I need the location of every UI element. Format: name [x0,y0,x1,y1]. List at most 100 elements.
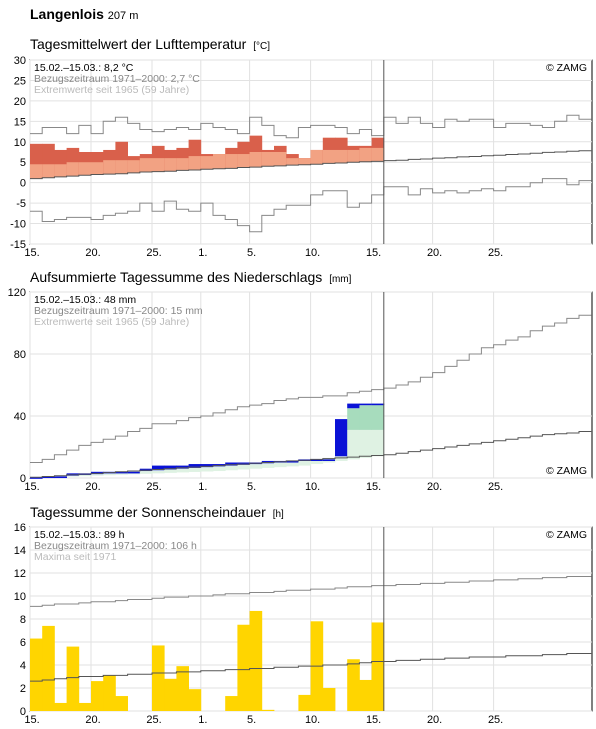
precipitation-band-inner [188,467,202,472]
temperature-min-extreme-line [30,178,592,233]
sunshine-legend-current: 15.02.–15.03.: 89 h [34,529,125,541]
sunshine-bar [225,696,238,711]
sunshine-max-line [30,576,592,607]
temperature-legend-reference: Bezugszeitraum 1971–2000: 2,7 °C [34,73,200,85]
temperature-y-tick-label: -5 [16,198,26,210]
sunshine-y-tick-label: 14 [14,545,26,557]
precipitation-band-inner [347,429,360,460]
precipitation-reference-mean-line [30,431,592,478]
sunshine-bar [347,659,360,711]
temperature-normal-band [176,158,189,171]
precipitation-current-bar [164,465,177,470]
precipitation-band-inner [200,467,214,472]
sunshine-unit: [h] [273,509,284,520]
precipitation-band-inner [225,465,238,471]
temperature-normal-band [115,160,128,174]
temperature-normal-band [188,156,202,170]
sunshine-x-tick-label: 15. [24,714,39,726]
temperature-normal-band [225,154,238,169]
temperature-normal-band [103,160,116,175]
sunshine-bar [249,610,263,711]
sunshine-legend-extremes: Maxima seit 1971 [34,551,116,563]
precipitation-x-tick-label: 20. [85,481,100,493]
precipitation-band-inner [249,464,263,469]
temperature-panel: Tagesmittelwert der Lufttemperatur [°C] … [10,36,593,259]
precipitation-current-bar [188,464,202,468]
temperature-x-tick-label: 15. [24,247,39,259]
sunshine-panel: Tagessumme der Sonnenscheindauer [h] 16 1… [14,504,593,726]
temperature-normal-band [139,158,153,173]
temperature-normal-band [200,156,214,170]
sunshine-bar [152,645,165,711]
temperature-normal-band [78,162,92,176]
temperature-normal-band [42,164,55,178]
precipitation-x-tick-label: 25. [146,481,161,493]
temperature-x-tick-label: 10. [305,247,320,259]
sunshine-bar [103,675,116,711]
temperature-y-tick-label: 0 [20,178,26,190]
sunshine-y-tick-label: 6 [20,637,26,649]
temperature-normal-band [359,147,372,162]
temperature-x-tick-label: 1. [198,247,207,259]
temperature-normal-band [261,152,275,167]
sunshine-bar [371,622,385,711]
sunshine-x-tick-label: 25. [146,714,161,726]
precipitation-band-inner [139,471,153,474]
precipitation-current-bar [359,403,372,406]
sunshine-bar [188,689,202,711]
station-elevation: 207 m [107,10,139,22]
sunshine-title: Tagessumme der Sonnenscheindauer [h] [30,504,284,520]
precipitation-legend-current: 15.02.–15.03.: 48 mm [34,294,136,306]
precipitation-y-tick-label: 0 [20,473,26,485]
precipitation-max-extreme-line [30,314,592,463]
precipitation-title: Aufsummierte Tagessumme des Niederschlag… [30,269,352,285]
precipitation-x-tick-label: 5. [247,481,256,493]
precipitation-current-bar [371,403,385,406]
precipitation-x-tick-label: 10. [305,481,320,493]
temperature-normal-band [91,162,104,175]
precipitation-x-tick-label: 1. [198,481,207,493]
temperature-normal-band [249,152,263,168]
temperature-x-tick-label: 5. [247,247,256,259]
temperature-credit: © ZAMG [546,62,587,74]
temperature-x-tick-label: 25. [146,247,161,259]
temperature-y-tick-label: 5 [20,157,26,169]
precipitation-band-inner [115,472,128,475]
temperature-normal-band [152,158,165,172]
sunshine-bar [164,678,177,711]
precipitation-band-inner [371,429,385,457]
sunshine-title-text: Tagessumme der Sonnenscheindauer [30,504,266,520]
precipitation-x-tick-label: 15. [366,481,381,493]
temperature-normal-band [286,158,299,166]
precipitation-y-tick-label: 40 [14,411,26,423]
precipitation-current-bar [335,419,348,457]
precipitation-band-inner [335,456,348,461]
sunshine-bar [115,696,128,711]
precipitation-current-bar [200,464,214,468]
precipitation-band-inner [359,429,372,458]
sunshine-bar [322,688,336,711]
temperature-normal-band [54,164,67,177]
sunshine-x-tick-label: 25. [488,714,503,726]
precipitation-y-tick-label: 80 [14,349,26,361]
precipitation-x-tick-label: 20. [427,481,442,493]
sunshine-y-tick-label: 4 [20,660,26,672]
temperature-normal-band [213,154,226,169]
sunshine-y-tick-label: 0 [20,706,26,718]
temperature-normal-band [371,147,385,162]
precipitation-band-inner [298,460,311,466]
precipitation-band-inner [66,475,80,477]
precipitation-band-outer [359,405,372,430]
sunshine-y-tick-label: 10 [14,591,26,603]
precipitation-band-inner [310,459,324,465]
temperature-y-tick-label: 10 [14,137,26,149]
sunshine-bar [176,666,189,711]
precipitation-band-outer [347,408,360,430]
temperature-normal-band [310,149,324,165]
sunshine-bar [91,681,104,711]
precipitation-y-tick-label: 120 [8,287,26,299]
temperature-y-tick-label: 15 [14,116,26,128]
